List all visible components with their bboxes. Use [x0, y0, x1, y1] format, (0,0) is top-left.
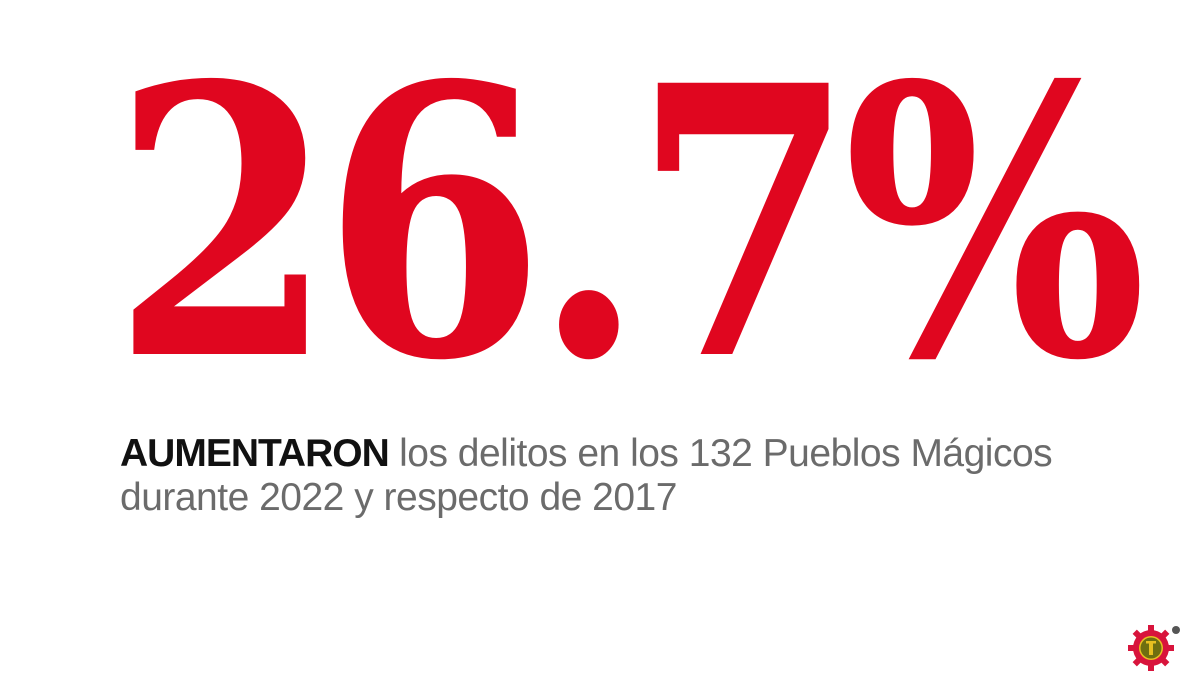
registered-mark-icon	[1172, 626, 1180, 634]
caption-line2: durante 2022 y respecto de 2017	[120, 476, 677, 519]
headline-percentage: 26.7%	[112, 5, 1147, 442]
newspaper-sun-emblem-icon	[1128, 625, 1174, 671]
caption-line1: los delitos en los 132 Pueblos Mágicos	[388, 432, 1053, 475]
caption-lead: AUMENTARON	[120, 432, 390, 475]
caption-text: AUMENTARON los delitos en los 132 Pueblo…	[120, 432, 1120, 520]
